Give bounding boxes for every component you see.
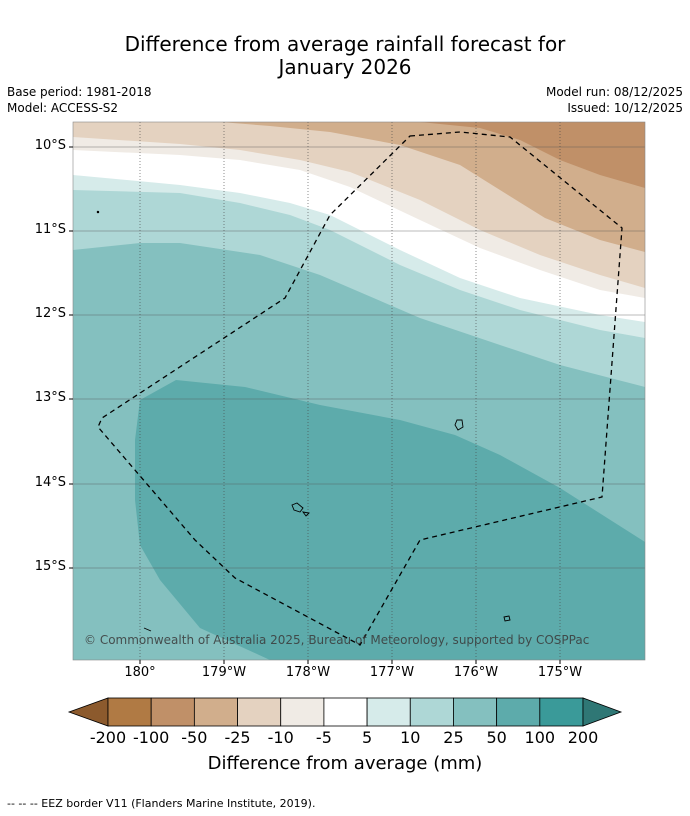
model-name: Model: ACCESS-S2 bbox=[7, 101, 119, 115]
colorbar-arrow-low bbox=[67, 697, 109, 727]
chart-title-line1: Difference from average rainfall forecas… bbox=[124, 32, 566, 56]
lon-label: 180° bbox=[124, 665, 156, 680]
colorbar-tick-label: -50 bbox=[181, 728, 208, 747]
latitude-lines bbox=[73, 146, 645, 569]
lon-label: 175°W bbox=[537, 665, 583, 680]
colorbar-tick-label: -25 bbox=[224, 728, 251, 747]
model-run: Model run: 08/12/2025 bbox=[545, 85, 683, 99]
lat-label: 15°S bbox=[34, 559, 66, 574]
lat-label: 10°S bbox=[34, 138, 66, 153]
lon-label: 178°W bbox=[285, 665, 331, 680]
colorbar-tick-label: 25 bbox=[443, 728, 464, 747]
colorbar-segment bbox=[409, 697, 454, 727]
copyright-notice: © Commonwealth of Australia 2025, Bureau… bbox=[84, 633, 590, 647]
colorbar-segment bbox=[496, 697, 541, 727]
base-period: Base period: 1981-2018 bbox=[7, 85, 152, 99]
colorbar-segment bbox=[193, 697, 238, 727]
islands bbox=[96, 210, 511, 632]
colorbar bbox=[67, 697, 623, 727]
lon-label: 176°W bbox=[453, 665, 499, 680]
colorbar-tick-label: 10 bbox=[400, 728, 421, 747]
band-minus50-minus100 bbox=[420, 122, 645, 188]
map-frame bbox=[72, 121, 646, 661]
colorbar-tick-label: 100 bbox=[524, 728, 556, 747]
lat-label: 13°S bbox=[34, 390, 66, 405]
colorbar-segment bbox=[453, 697, 498, 727]
colorbar-tick-label: 5 bbox=[361, 728, 373, 747]
colorbar-segment bbox=[539, 697, 584, 727]
lat-label: 12°S bbox=[34, 306, 66, 321]
colorbar-segment bbox=[237, 697, 282, 727]
lon-label: 177°W bbox=[369, 665, 415, 680]
colorbar-tick-label: -100 bbox=[133, 728, 170, 747]
colorbar-segment bbox=[280, 697, 325, 727]
eez-border bbox=[97, 131, 623, 646]
band-50-100 bbox=[135, 380, 645, 660]
colorbar-segment bbox=[323, 697, 368, 727]
colorbar-segment bbox=[150, 697, 195, 727]
colorbar-title: Difference from average (mm) bbox=[207, 753, 483, 774]
colorbar-arrow-high bbox=[582, 697, 623, 727]
issued-date: Issued: 10/12/2025 bbox=[567, 101, 683, 115]
colorbar-tick-label: 50 bbox=[486, 728, 507, 747]
axis-ticks bbox=[69, 146, 561, 664]
colorbar-tick-label: -10 bbox=[267, 728, 294, 747]
rainfall-map bbox=[73, 122, 645, 660]
lat-label: 14°S bbox=[34, 475, 66, 490]
colorbar-segment bbox=[107, 697, 152, 727]
eez-footnote: -- -- -- EEZ border V11 (Flanders Marine… bbox=[7, 797, 316, 810]
lat-label: 11°S bbox=[34, 222, 66, 237]
chart-title-line2: January 2026 bbox=[278, 55, 412, 79]
colorbar-tick-label: -200 bbox=[89, 728, 127, 747]
colorbar-tick-label: 200 bbox=[567, 728, 599, 747]
lon-label: 179°W bbox=[201, 665, 247, 680]
colorbar-tick-label: -5 bbox=[315, 728, 332, 747]
band-minus25-minus50 bbox=[220, 122, 645, 252]
colorbar-segment bbox=[366, 697, 411, 727]
